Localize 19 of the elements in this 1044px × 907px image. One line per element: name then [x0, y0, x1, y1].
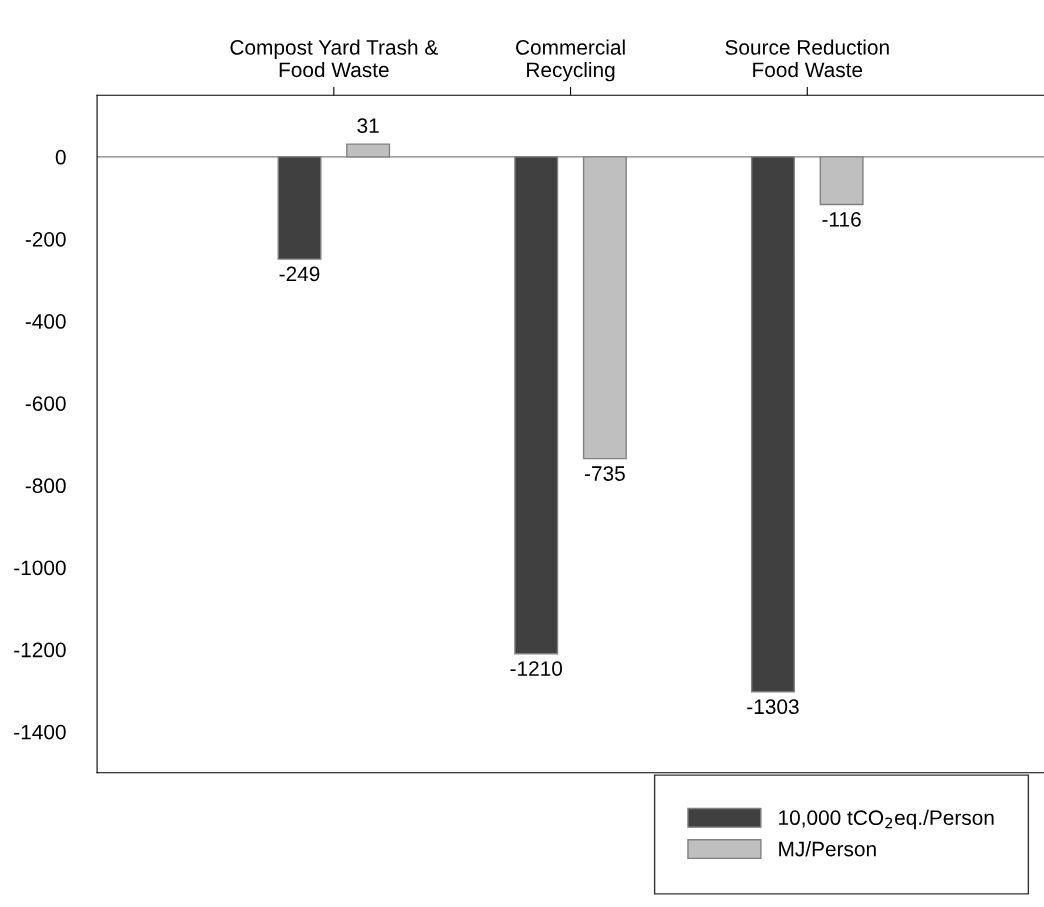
y-tick-label: -600: [25, 396, 66, 411]
data-label: 31: [357, 118, 379, 134]
y-tick-label: -800: [25, 478, 66, 494]
data-label: -116: [822, 211, 861, 227]
y-tick-label: -1400: [14, 724, 66, 740]
y-tick-label: -1000: [14, 560, 66, 576]
data-label: -735: [584, 466, 625, 481]
x-tick-label: Commercial Recycling: [516, 39, 625, 82]
legend-label: 10,000 tCO$_{2}$eq./Person: [779, 809, 994, 830]
y-tick-label: -400: [25, 314, 66, 329]
y-tick-label: -1200: [14, 642, 66, 658]
data-label: -1303: [747, 699, 799, 715]
data-label: -1210: [510, 661, 563, 676]
y-tick-label: -200: [25, 231, 66, 247]
data-label: -249: [279, 266, 320, 282]
y-tick-label: 0: [55, 149, 66, 165]
legend-label: MJ/Person: [779, 841, 876, 857]
x-tick-label: Source Reduction Food Waste: [725, 39, 889, 78]
x-tick-label: Compost Yard Trash & Food Waste: [230, 39, 438, 78]
